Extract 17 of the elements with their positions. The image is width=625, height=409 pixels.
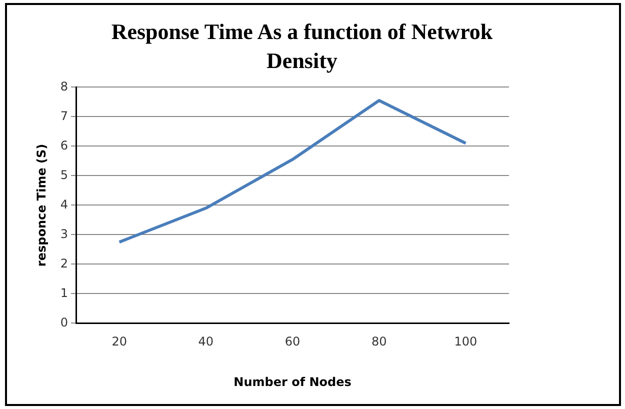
y-tick-label: 5: [60, 168, 68, 182]
chart-title: Response Time As a function of Netwrok Density: [110, 18, 494, 75]
y-axis-title: responce Time (S): [34, 144, 48, 267]
x-tick-label: 20: [112, 334, 127, 349]
x-tick-label: 80: [371, 334, 387, 349]
y-tick-label: 8: [60, 79, 68, 94]
y-tick-label: 2: [60, 256, 68, 270]
y-tick-label: 4: [60, 197, 68, 212]
x-axis-title: Number of Nodes: [234, 374, 352, 389]
y-tick-label: 3: [60, 226, 68, 241]
y-tick-label: 1: [60, 286, 68, 300]
x-tick-label: 40: [198, 334, 214, 349]
y-tick-label: 6: [60, 138, 68, 152]
y-tick-label: 0: [60, 315, 68, 330]
x-tick-label: 100: [454, 334, 478, 349]
y-tick-label: 7: [60, 108, 68, 123]
x-tick-label: 60: [284, 334, 300, 349]
